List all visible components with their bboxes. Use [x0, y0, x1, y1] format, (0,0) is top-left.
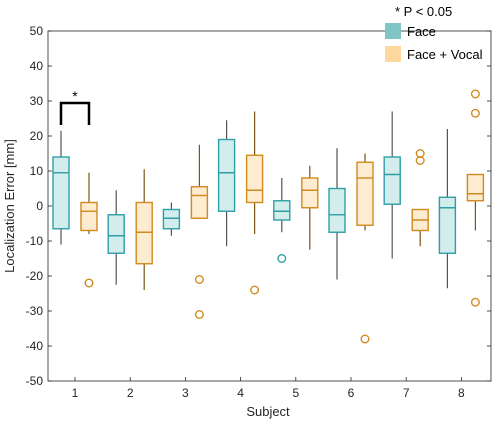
box-subject-6-face-vocal	[356, 153, 374, 344]
box-iqr	[107, 214, 125, 254]
outlier-point	[277, 253, 287, 263]
box-iqr	[356, 161, 374, 226]
outlier-point	[470, 108, 480, 118]
outlier-point	[194, 310, 204, 320]
x-tick-label: 8	[458, 386, 465, 400]
outlier-point	[415, 148, 425, 158]
significance-bracket	[59, 101, 91, 125]
y-tick-label: 50	[30, 24, 44, 38]
legend-label: Face + Vocal	[407, 47, 483, 62]
outlier-point	[194, 275, 204, 285]
y-tick-label: 10	[30, 164, 44, 178]
y-tick-label: -50	[26, 374, 44, 388]
box-subject-5-face-vocal	[301, 165, 319, 250]
y-tick-label: 20	[30, 129, 44, 143]
x-tick-label: 4	[237, 386, 244, 400]
box-subject-1-face	[52, 130, 70, 245]
box-iqr	[438, 196, 457, 254]
box-iqr	[383, 156, 401, 205]
y-tick-label: -30	[26, 304, 44, 318]
outlier-point	[360, 334, 370, 344]
box-subject-2-face	[107, 190, 125, 285]
plot-area	[47, 30, 492, 382]
box-series	[52, 89, 485, 344]
box-subject-4-face	[217, 120, 236, 247]
x-axis-label: Subject	[246, 404, 290, 419]
box-iqr	[466, 173, 485, 202]
outlier-point	[470, 89, 480, 99]
box-subject-8-face	[438, 129, 457, 289]
x-tick-label: 7	[403, 386, 410, 400]
x-tick-label: 5	[292, 386, 299, 400]
box-iqr	[301, 177, 319, 209]
box-iqr	[162, 208, 181, 230]
box-iqr	[80, 201, 98, 232]
outlier-point	[470, 297, 480, 307]
legend-label: Face	[407, 24, 436, 39]
box-subject-2-face-vocal	[135, 169, 153, 290]
box-iqr	[190, 186, 209, 219]
legend: * P < 0.05 Face Face + Vocal	[385, 4, 483, 62]
box-subject-4-face-vocal	[245, 111, 264, 295]
box-subject-1-face-vocal	[80, 172, 98, 288]
outlier-point	[84, 278, 94, 288]
y-tick-label: -40	[26, 339, 44, 353]
y-ticks: -50 -40 -30 -20 -10 0 10 20 30 40 50	[26, 24, 491, 388]
x-tick-label: 1	[72, 386, 79, 400]
box-iqr	[273, 200, 291, 221]
x-tick-label: 3	[182, 386, 189, 400]
legend-swatch	[385, 46, 401, 62]
significance-star: *	[72, 88, 78, 104]
legend-swatch	[385, 23, 401, 39]
box-iqr	[217, 138, 236, 212]
y-tick-label: 40	[30, 59, 44, 73]
y-tick-label: -10	[26, 234, 44, 248]
box-iqr	[52, 156, 70, 230]
box-iqr	[245, 154, 264, 204]
legend-significance-note: * P < 0.05	[395, 4, 452, 19]
box-subject-6-face	[328, 148, 346, 280]
box-subject-7-face	[383, 111, 401, 259]
y-tick-label: 30	[30, 94, 44, 108]
y-tick-label: -20	[26, 269, 44, 283]
box-subject-7-face-vocal	[411, 148, 429, 247]
outlier-point	[250, 285, 260, 295]
box-subject-8-face-vocal	[466, 89, 485, 307]
y-axis-label: Localization Error [mm]	[2, 139, 17, 273]
y-tick-label: 0	[36, 199, 43, 213]
box-subject-3-face	[162, 202, 181, 236]
significance-markers: *	[59, 88, 91, 125]
box-iqr	[135, 201, 153, 265]
box-subject-3-face-vocal	[190, 144, 209, 320]
box-iqr	[328, 187, 346, 233]
x-ticks: 1 2 3 4 5 6 7 8	[72, 377, 465, 400]
x-tick-label: 2	[127, 386, 134, 400]
x-tick-label: 6	[348, 386, 355, 400]
box-subject-5-face	[273, 178, 291, 263]
